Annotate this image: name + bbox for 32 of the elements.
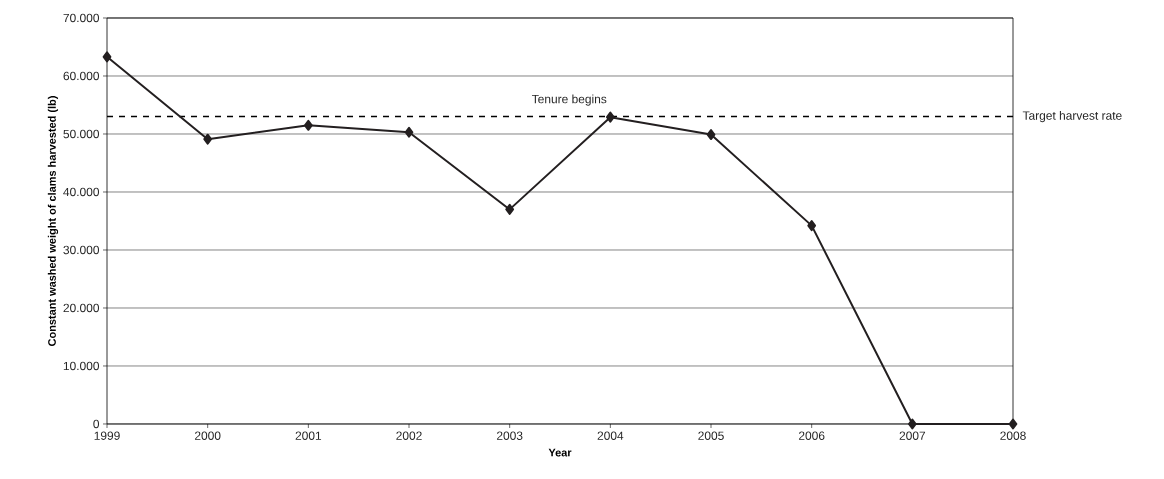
x-tick-label: 2008: [1000, 431, 1026, 440]
x-tick-label: 2000: [194, 431, 221, 440]
x-tick-label: 2002: [396, 431, 422, 440]
point: [807, 220, 817, 232]
x-tick-label: 2001: [295, 431, 322, 440]
point: [102, 51, 112, 63]
point: [605, 111, 615, 123]
y-tick-label: 50.000: [63, 129, 100, 139]
y-tick-label: 10.000: [63, 361, 100, 371]
point: [404, 126, 414, 138]
x-axis-title: Year: [548, 448, 572, 457]
x-tick-label: 2004: [597, 431, 624, 440]
point: [505, 203, 515, 215]
y-axis-title: Constant washed weight of clams harvested (lb): [47, 96, 59, 346]
x-tick-label: 1999: [94, 431, 120, 440]
point: [706, 129, 716, 141]
annotation: Tenure begins: [531, 94, 607, 106]
x-tick-label: 2007: [899, 431, 926, 440]
point: [303, 119, 313, 131]
point: [203, 133, 213, 145]
point: [1008, 418, 1018, 430]
point: [907, 418, 917, 430]
y-tick-label: 70.000: [63, 13, 100, 23]
x-tick-label: 2003: [496, 431, 523, 440]
y-tick-label: 60.000: [63, 71, 100, 81]
y-tick-label: 30.000: [63, 245, 100, 255]
y-tick-label: 0: [93, 419, 100, 429]
x-tick-label: 2005: [698, 431, 724, 440]
y-tick-label: 20.000: [63, 303, 100, 313]
ref-line-label: Target harvest rate: [1022, 111, 1122, 123]
x-tick-label: 2006: [798, 431, 825, 440]
y-tick-label: 40.000: [63, 187, 100, 197]
